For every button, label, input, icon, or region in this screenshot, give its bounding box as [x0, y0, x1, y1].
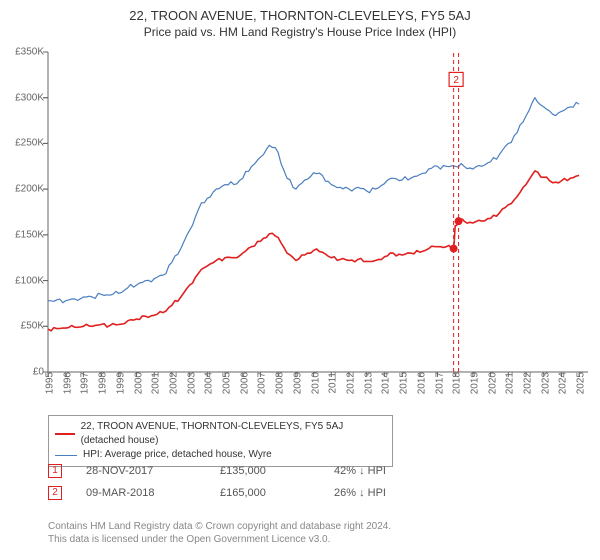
transaction-point — [450, 245, 458, 253]
x-tick-label: 2018 — [448, 372, 463, 394]
plot-area: 2£0£50K£100K£150K£200K£250K£300K£350K199… — [48, 52, 588, 372]
attribution: Contains HM Land Registry data © Crown c… — [48, 520, 391, 546]
transaction-row: 1 28-NOV-2017 £135,000 42% ↓ HPI — [48, 460, 454, 482]
series-property — [48, 171, 579, 331]
x-tick-label: 1996 — [58, 372, 73, 394]
x-tick-label: 2015 — [395, 372, 410, 394]
x-tick-label: 2010 — [306, 372, 321, 394]
x-tick-label: 2024 — [554, 372, 569, 394]
x-tick-label: 2019 — [465, 372, 480, 394]
y-tick-label: £200K — [15, 184, 48, 195]
x-tick-label: 2014 — [377, 372, 392, 394]
transaction-point — [455, 217, 463, 225]
transaction-delta: 26% ↓ HPI — [334, 487, 454, 499]
y-tick-label: £100K — [15, 275, 48, 286]
y-tick-label: £50K — [21, 321, 48, 332]
x-tick-label: 2012 — [341, 372, 356, 394]
x-tick-label: 2007 — [253, 372, 268, 394]
transaction-marker-icon: 1 — [48, 464, 62, 478]
x-tick-label: 2006 — [235, 372, 250, 394]
x-tick-label: 2025 — [572, 372, 587, 394]
chart-svg: 2 — [48, 52, 588, 372]
legend-swatch — [55, 455, 77, 456]
svg-text:2: 2 — [453, 75, 459, 86]
y-tick-label: £150K — [15, 229, 48, 240]
x-tick-label: 2003 — [182, 372, 197, 394]
legend-swatch — [55, 433, 75, 435]
transactions-table: 1 28-NOV-2017 £135,000 42% ↓ HPI 2 09-MAR-201… — [48, 460, 454, 504]
x-tick-label: 2001 — [147, 372, 162, 394]
x-tick-label: 1998 — [94, 372, 109, 394]
transaction-date: 28-NOV-2017 — [86, 465, 196, 477]
transaction-row: 2 09-MAR-2018 £165,000 26% ↓ HPI — [48, 482, 454, 504]
y-tick-label: £350K — [15, 47, 48, 58]
x-tick-label: 2016 — [412, 372, 427, 394]
x-tick-label: 2000 — [129, 372, 144, 394]
attribution-line: This data is licensed under the Open Gov… — [48, 533, 391, 546]
x-tick-label: 2009 — [288, 372, 303, 394]
x-tick-label: 2004 — [200, 372, 215, 394]
transaction-price: £165,000 — [220, 487, 310, 499]
x-tick-label: 1995 — [41, 372, 56, 394]
legend-label: 22, TROON AVENUE, THORNTON-CLEVELEYS, FY… — [81, 420, 386, 448]
transaction-price: £135,000 — [220, 465, 310, 477]
transaction-delta: 42% ↓ HPI — [334, 465, 454, 477]
x-tick-label: 2005 — [218, 372, 233, 394]
x-tick-label: 2002 — [164, 372, 179, 394]
x-tick-label: 2023 — [536, 372, 551, 394]
y-tick-label: £250K — [15, 138, 48, 149]
transaction-label-box: 2 — [449, 72, 463, 86]
x-tick-label: 1999 — [111, 372, 126, 394]
x-tick-label: 2017 — [430, 372, 445, 394]
x-tick-label: 2022 — [519, 372, 534, 394]
transaction-marker-icon: 2 — [48, 486, 62, 500]
transaction-date: 09-MAR-2018 — [86, 487, 196, 499]
y-tick-label: £300K — [15, 92, 48, 103]
x-tick-label: 2013 — [359, 372, 374, 394]
series-hpi — [48, 98, 579, 303]
attribution-line: Contains HM Land Registry data © Crown c… — [48, 520, 391, 533]
x-tick-label: 2021 — [501, 372, 516, 394]
x-tick-label: 1997 — [76, 372, 91, 394]
x-tick-label: 2011 — [324, 372, 339, 394]
legend-item: 22, TROON AVENUE, THORNTON-CLEVELEYS, FY… — [55, 420, 386, 448]
chart-subtitle: Price paid vs. HM Land Registry's House … — [0, 23, 600, 39]
chart-title: 22, TROON AVENUE, THORNTON-CLEVELEYS, FY… — [0, 0, 600, 23]
x-tick-label: 2008 — [271, 372, 286, 394]
x-tick-label: 2020 — [483, 372, 498, 394]
